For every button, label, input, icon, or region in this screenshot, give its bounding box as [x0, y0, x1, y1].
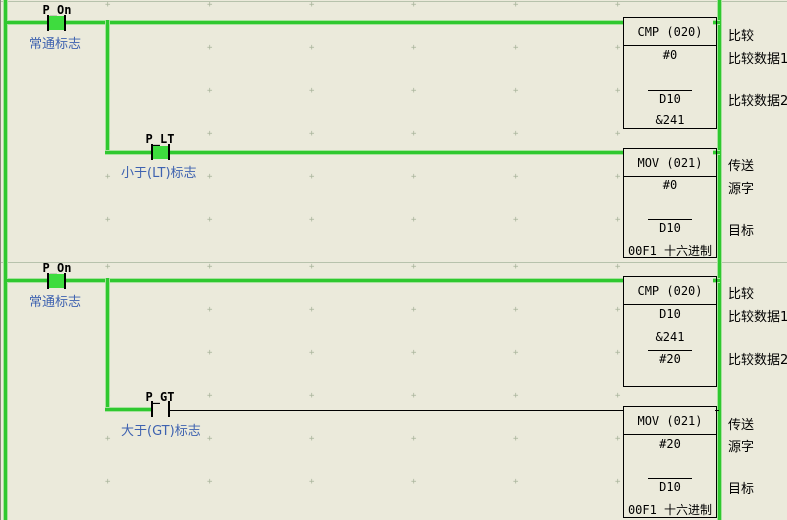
side-label: 比较: [728, 29, 755, 44]
rung2-mov-output-stub: [715, 410, 719, 411]
instruction-title: CMP (020): [624, 277, 716, 305]
contact-bar-right: [64, 15, 66, 31]
contact-comment: 小于(LT)标志: [121, 166, 197, 181]
contact-name-label: P_LT: [145, 132, 175, 146]
side-label: 传送: [728, 159, 755, 174]
contact-bar-left: [151, 144, 153, 160]
rung2-rail-branch-wire: [105, 407, 151, 412]
contact-energized-fill: [49, 274, 64, 288]
rung1-rail-branch-wire: [105, 150, 623, 155]
operand-separator-line: [648, 478, 692, 479]
instruction-block-mov-1[interactable]: MOV (021) #0 D10 00F1 十六进制: [623, 148, 717, 258]
operand-separator-line: [648, 350, 692, 351]
rung-boundary: [1, 262, 787, 263]
operand-1: #0: [662, 178, 678, 192]
operand-2: #20: [659, 352, 681, 366]
right-power-rail: [717, 0, 722, 520]
instruction-block-cmp-1[interactable]: CMP (020) #0 D10 &241: [623, 17, 717, 129]
side-label: 传送: [728, 418, 755, 433]
contact-comment: 常通标志: [29, 37, 82, 52]
instruction-title: MOV (021): [624, 407, 716, 435]
contact-energized-fill: [153, 146, 168, 159]
left-power-rail: [3, 0, 8, 520]
operand-2: D10: [659, 221, 681, 235]
operand-1: #20: [659, 437, 681, 451]
contact-name-label: P_On: [42, 3, 72, 17]
rung2-rail-top-wire: [7, 278, 623, 283]
contact-energized-fill: [49, 16, 64, 30]
operand-1-current-value: &241: [655, 330, 685, 344]
rung-boundary-top: [1, 1, 787, 2]
operand-2: D10: [659, 92, 681, 106]
operand-1: D10: [659, 307, 681, 321]
side-label: 目标: [728, 224, 755, 239]
side-label: 源字: [728, 182, 755, 197]
operand-1: #0: [662, 48, 678, 62]
rung2-branch-wire: [105, 278, 110, 412]
contact-bar-left: [47, 273, 49, 289]
contact-comment: 大于(GT)标志: [121, 424, 201, 439]
side-label: 比较数据1: [728, 310, 787, 325]
side-label: 比较: [728, 287, 755, 302]
instruction-title: MOV (021): [624, 149, 716, 177]
side-label: 比较数据2: [728, 94, 787, 109]
instruction-block-mov-2[interactable]: MOV (021) #20 D10 00F1 十六进制: [623, 406, 717, 518]
operand-2: D10: [659, 480, 681, 494]
instruction-block-cmp-2[interactable]: CMP (020) D10 &241 #20: [623, 276, 717, 387]
instruction-title: CMP (020): [624, 18, 716, 46]
operand-separator-line: [648, 90, 692, 91]
contact-comment: 常通标志: [29, 295, 82, 310]
contact-name-label: P_GT: [145, 390, 175, 404]
rung2-deenergized-wire: [170, 410, 623, 411]
contact-bar-right: [168, 144, 170, 160]
rung1-rail-top-wire: [7, 20, 623, 25]
side-label: 比较数据1: [728, 52, 787, 67]
operand-2-current-value: &241: [655, 113, 685, 127]
side-label: 目标: [728, 482, 755, 497]
side-label: 源字: [728, 440, 755, 455]
side-label: 比较数据2: [728, 353, 787, 368]
contact-name-label: P_On: [42, 261, 72, 275]
rung1-branch-wire: [105, 20, 110, 155]
contact-bar-right: [64, 273, 66, 289]
contact-bar-left: [47, 15, 49, 31]
operand-2-current-value: 00F1 十六进制: [627, 244, 713, 258]
operand-separator-line: [648, 219, 692, 220]
contact-bar-right: [168, 401, 170, 417]
operand-2-current-value: 00F1 十六进制: [627, 503, 713, 517]
contact-bar-left: [151, 401, 153, 417]
